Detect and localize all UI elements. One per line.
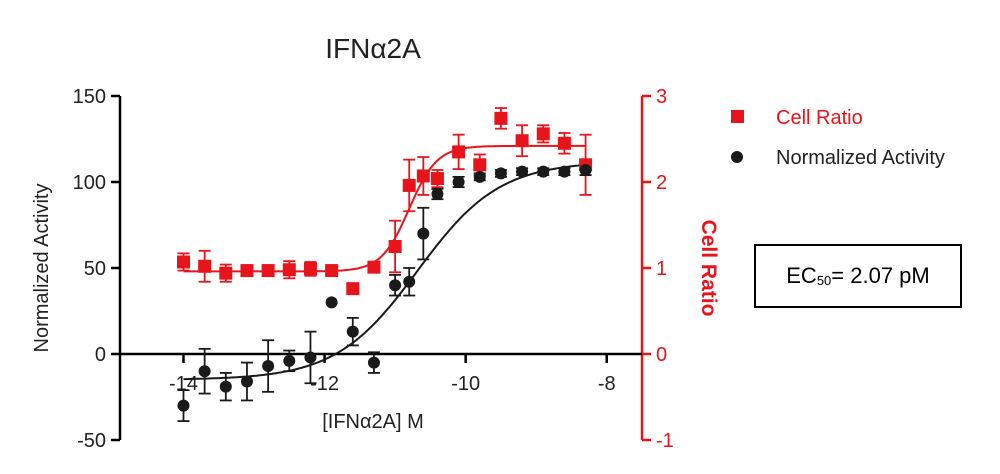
point-cell-ratio: [325, 264, 339, 278]
point-normalized-activity: [325, 296, 338, 309]
data-points: [176, 111, 593, 412]
ec50-subscript: 50: [816, 272, 832, 288]
point-normalized-activity: [473, 170, 486, 183]
point-cell-ratio: [452, 145, 466, 159]
point-cell-ratio: [557, 136, 571, 150]
y-right-tick-label: 3: [656, 86, 667, 108]
x-tick-label: -8: [598, 373, 616, 395]
point-cell-ratio: [494, 111, 508, 125]
point-normalized-activity: [417, 227, 430, 240]
point-normalized-activity: [177, 399, 190, 412]
point-normalized-activity: [283, 354, 296, 367]
point-cell-ratio: [282, 263, 296, 277]
y-left-tick-label: 0: [95, 344, 106, 366]
y-left-tick-label: 50: [84, 258, 106, 280]
y-right-tick-label: 2: [656, 172, 667, 194]
x-tick-label: -10: [451, 373, 480, 395]
point-normalized-activity: [516, 165, 529, 178]
ec50-label: EC: [786, 263, 817, 288]
y-left-tick-label: 150: [73, 86, 106, 108]
ec50-annotation: EC 50 = 2.07 pM: [754, 244, 962, 308]
point-cell-ratio: [219, 266, 233, 280]
point-cell-ratio: [346, 282, 360, 296]
fit-curve-normalized-activity: [183, 163, 586, 381]
point-normalized-activity: [367, 356, 380, 369]
fit-curves: [183, 144, 586, 381]
legend-label-cell-ratio: Cell Ratio: [776, 107, 863, 129]
chart-title: IFNα2A: [325, 33, 421, 64]
legend-marker-cell-ratio: [731, 110, 744, 123]
point-normalized-activity: [403, 275, 416, 288]
legend-label-normalized-activity: Normalized Activity: [776, 147, 945, 169]
point-cell-ratio: [416, 169, 430, 183]
point-normalized-activity: [537, 165, 550, 178]
legend-marker-normalized-activity: [731, 151, 743, 163]
x-axis-label: [IFNα2A] M: [322, 411, 424, 433]
y-left-tick-label: 100: [73, 172, 106, 194]
y-axis-left-label: Normalized Activity: [31, 184, 53, 353]
point-normalized-activity: [219, 380, 232, 393]
legend: Cell Ratio Normalized Activity: [731, 107, 945, 169]
point-cell-ratio: [367, 260, 381, 274]
point-cell-ratio: [430, 172, 444, 186]
y-axis-right-label: Cell Ratio: [697, 220, 720, 317]
point-normalized-activity: [494, 167, 507, 180]
point-cell-ratio: [473, 158, 487, 172]
x-tick-label: -12: [310, 373, 339, 395]
point-normalized-activity: [452, 176, 465, 188]
fit-curve-cell-ratio: [183, 144, 586, 273]
y-left-tick-label: -50: [77, 430, 106, 452]
point-cell-ratio: [388, 240, 402, 253]
point-cell-ratio: [261, 264, 275, 278]
point-normalized-activity: [431, 188, 444, 201]
point-cell-ratio: [198, 259, 212, 273]
error-bars: [177, 107, 592, 422]
point-cell-ratio: [536, 127, 550, 141]
ec50-value: = 2.07 pM: [831, 263, 930, 288]
point-normalized-activity: [262, 360, 275, 373]
point-cell-ratio: [240, 264, 254, 278]
point-normalized-activity: [240, 375, 253, 388]
point-normalized-activity: [346, 325, 359, 338]
point-cell-ratio: [402, 178, 416, 192]
point-normalized-activity: [558, 165, 571, 178]
point-cell-ratio: [303, 262, 317, 276]
y-right-tick-label: 0: [656, 344, 667, 366]
point-normalized-activity: [389, 279, 402, 292]
point-normalized-activity: [198, 365, 211, 378]
point-normalized-activity: [304, 351, 317, 364]
y-right-tick-label: -1: [656, 430, 674, 452]
point-cell-ratio: [176, 255, 190, 269]
point-normalized-activity: [579, 163, 592, 176]
point-cell-ratio: [515, 134, 529, 148]
y-right-tick-label: 1: [656, 258, 667, 280]
